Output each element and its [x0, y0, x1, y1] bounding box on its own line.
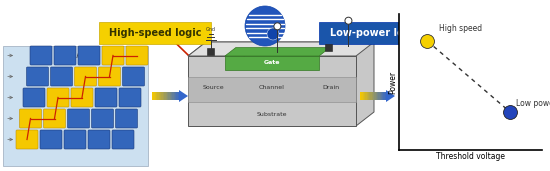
Text: Substrate: Substrate — [257, 112, 287, 117]
FancyBboxPatch shape — [152, 92, 155, 100]
FancyBboxPatch shape — [381, 92, 383, 100]
FancyBboxPatch shape — [51, 67, 73, 86]
FancyBboxPatch shape — [360, 92, 362, 100]
Polygon shape — [188, 42, 374, 56]
FancyBboxPatch shape — [372, 92, 374, 100]
Text: Gate: Gate — [264, 61, 280, 65]
FancyBboxPatch shape — [369, 92, 371, 100]
FancyBboxPatch shape — [26, 67, 48, 86]
Text: Logic Array: Logic Array — [54, 51, 97, 60]
Text: Source: Source — [202, 85, 224, 90]
FancyBboxPatch shape — [23, 88, 45, 107]
FancyBboxPatch shape — [379, 92, 382, 100]
FancyBboxPatch shape — [382, 92, 384, 100]
FancyBboxPatch shape — [376, 92, 378, 100]
FancyBboxPatch shape — [54, 46, 76, 65]
FancyBboxPatch shape — [383, 92, 386, 100]
FancyBboxPatch shape — [74, 67, 96, 86]
FancyBboxPatch shape — [378, 92, 381, 100]
FancyBboxPatch shape — [19, 109, 41, 128]
FancyBboxPatch shape — [163, 92, 165, 100]
FancyBboxPatch shape — [95, 88, 117, 107]
FancyBboxPatch shape — [153, 92, 156, 100]
FancyBboxPatch shape — [159, 92, 161, 100]
Polygon shape — [386, 90, 395, 102]
FancyBboxPatch shape — [361, 92, 364, 100]
FancyBboxPatch shape — [364, 92, 366, 100]
Circle shape — [267, 28, 279, 40]
Polygon shape — [188, 42, 374, 126]
Circle shape — [245, 6, 285, 46]
FancyBboxPatch shape — [365, 92, 367, 100]
FancyBboxPatch shape — [91, 109, 113, 128]
FancyBboxPatch shape — [164, 92, 167, 100]
FancyBboxPatch shape — [168, 92, 170, 100]
FancyBboxPatch shape — [325, 44, 332, 51]
FancyBboxPatch shape — [174, 92, 176, 100]
Text: High speed: High speed — [439, 24, 482, 33]
FancyBboxPatch shape — [175, 92, 177, 100]
FancyBboxPatch shape — [368, 92, 370, 100]
Text: High-speed logic: High-speed logic — [109, 28, 201, 38]
FancyBboxPatch shape — [64, 130, 86, 149]
FancyBboxPatch shape — [172, 92, 174, 100]
Circle shape — [274, 23, 281, 30]
Text: Gnd: Gnd — [206, 27, 216, 32]
FancyBboxPatch shape — [188, 77, 356, 102]
Text: QUARTUS'II: QUARTUS'II — [241, 50, 289, 58]
FancyBboxPatch shape — [68, 109, 90, 128]
FancyBboxPatch shape — [160, 92, 162, 100]
Y-axis label: Power: Power — [388, 70, 397, 94]
X-axis label: Threshold voltage: Threshold voltage — [436, 152, 505, 161]
FancyBboxPatch shape — [373, 92, 375, 100]
Text: Low-power logic: Low-power logic — [330, 28, 420, 38]
Text: Channel: Channel — [259, 85, 285, 90]
FancyBboxPatch shape — [88, 130, 110, 149]
Text: Low power: Low power — [516, 99, 550, 108]
FancyBboxPatch shape — [71, 88, 93, 107]
FancyBboxPatch shape — [102, 46, 124, 65]
FancyBboxPatch shape — [157, 92, 159, 100]
Polygon shape — [179, 90, 188, 102]
FancyBboxPatch shape — [3, 46, 148, 166]
FancyBboxPatch shape — [119, 88, 141, 107]
FancyBboxPatch shape — [319, 22, 431, 44]
FancyBboxPatch shape — [162, 92, 164, 100]
FancyBboxPatch shape — [384, 92, 387, 100]
FancyBboxPatch shape — [99, 22, 211, 44]
FancyBboxPatch shape — [156, 92, 158, 100]
FancyBboxPatch shape — [40, 130, 62, 149]
FancyBboxPatch shape — [112, 130, 134, 149]
FancyBboxPatch shape — [377, 92, 379, 100]
FancyBboxPatch shape — [78, 46, 100, 65]
FancyBboxPatch shape — [225, 56, 319, 70]
FancyBboxPatch shape — [166, 92, 168, 100]
FancyBboxPatch shape — [370, 92, 373, 100]
FancyBboxPatch shape — [16, 130, 38, 149]
FancyBboxPatch shape — [207, 48, 214, 55]
FancyBboxPatch shape — [177, 92, 179, 100]
FancyBboxPatch shape — [375, 92, 377, 100]
FancyBboxPatch shape — [362, 92, 365, 100]
FancyBboxPatch shape — [98, 67, 120, 86]
Point — [506, 111, 515, 114]
FancyBboxPatch shape — [167, 92, 169, 100]
FancyBboxPatch shape — [126, 46, 148, 65]
FancyBboxPatch shape — [116, 109, 138, 128]
FancyBboxPatch shape — [30, 46, 52, 65]
FancyBboxPatch shape — [178, 92, 180, 100]
FancyBboxPatch shape — [123, 67, 145, 86]
Circle shape — [345, 17, 352, 24]
Text: Drain: Drain — [322, 85, 339, 90]
FancyBboxPatch shape — [155, 92, 157, 100]
FancyBboxPatch shape — [188, 56, 356, 126]
FancyBboxPatch shape — [366, 92, 369, 100]
Point — [423, 40, 432, 42]
FancyBboxPatch shape — [171, 92, 173, 100]
Polygon shape — [225, 48, 330, 56]
FancyBboxPatch shape — [43, 109, 65, 128]
FancyBboxPatch shape — [169, 92, 172, 100]
FancyBboxPatch shape — [47, 88, 69, 107]
